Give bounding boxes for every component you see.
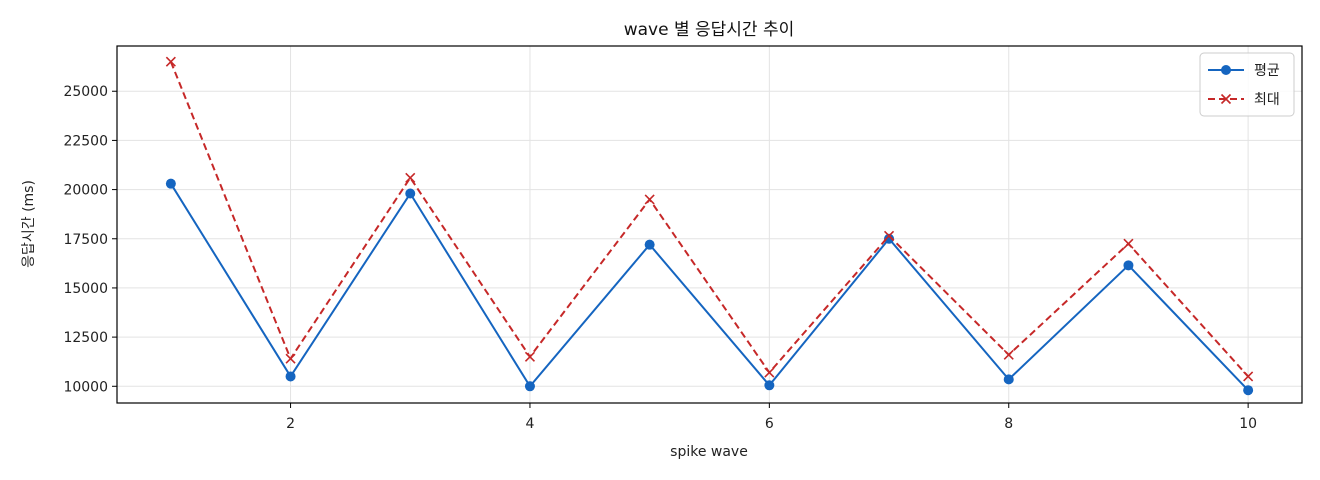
x-axis: 2 4 6 8 10 <box>286 403 1257 432</box>
y-tick-label: 15000 <box>63 281 108 297</box>
data-point <box>524 351 536 362</box>
y-tick-label: 22500 <box>63 133 108 149</box>
y-tick-label: 20000 <box>63 183 108 199</box>
data-point <box>1123 238 1134 249</box>
series-1 <box>165 178 1254 396</box>
y-axis: 10000 12500 15000 17500 20000 22500 25000 <box>63 84 117 395</box>
data-point <box>405 172 416 183</box>
x-tick-label: 8 <box>1004 416 1013 432</box>
x-axis-label: spike wave <box>670 444 748 460</box>
data-point <box>1003 349 1014 360</box>
data-point <box>884 233 895 244</box>
data-point <box>1243 371 1254 382</box>
legend-marker-2 <box>1220 93 1232 105</box>
data-point <box>764 380 775 391</box>
chart-title: wave 별 응답시간 추이 <box>624 20 795 40</box>
y-tick-label: 25000 <box>63 84 108 100</box>
series-2 <box>165 56 1254 382</box>
legend-label-1: 평균 <box>1254 63 1280 79</box>
legend-box <box>1199 52 1295 117</box>
x-tick-label: 4 <box>525 416 534 432</box>
data-point <box>883 230 895 241</box>
data-point <box>644 239 655 250</box>
data-point <box>644 194 655 205</box>
data-point <box>1003 374 1014 385</box>
data-point <box>285 371 296 382</box>
series-1-line <box>170 183 1249 391</box>
legend-marker-1 <box>1221 65 1231 75</box>
x-tick-label: 6 <box>765 416 774 432</box>
data-point <box>165 178 176 189</box>
y-tick-label: 17500 <box>63 232 108 248</box>
data-point <box>1123 260 1134 271</box>
y-tick-label: 12500 <box>63 330 108 346</box>
series-2-line <box>169 61 1249 378</box>
plot-frame <box>116 45 1303 404</box>
data-point <box>285 353 296 364</box>
legend-label-2: 최대 <box>1254 92 1280 108</box>
x-tick-label: 10 <box>1239 416 1257 432</box>
y-axis-label: 응답시간 (ms) <box>21 180 37 268</box>
data-point <box>165 56 176 67</box>
x-tick-label: 2 <box>286 416 295 432</box>
data-point <box>764 367 775 378</box>
y-tick-label: 10000 <box>63 379 108 395</box>
data-point <box>1243 385 1254 396</box>
data-point <box>524 381 535 392</box>
grid-lines <box>117 46 1302 403</box>
data-point <box>405 188 416 199</box>
series-layer <box>165 56 1254 396</box>
